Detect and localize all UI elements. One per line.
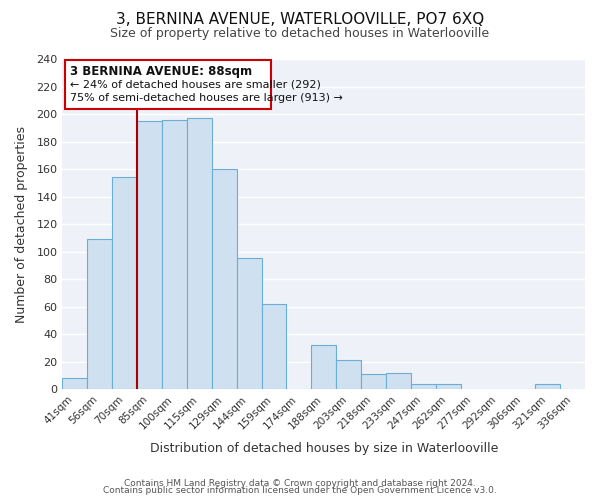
Bar [262,304,286,389]
Bar [162,120,187,389]
Text: 3 BERNINA AVENUE: 88sqm: 3 BERNINA AVENUE: 88sqm [70,64,252,78]
Bar [137,121,162,389]
Bar [411,384,436,389]
Bar [212,169,236,389]
Text: Contains public sector information licensed under the Open Government Licence v3: Contains public sector information licen… [103,486,497,495]
X-axis label: Distribution of detached houses by size in Waterlooville: Distribution of detached houses by size … [149,442,498,455]
Bar [386,372,411,389]
Bar [336,360,361,389]
Bar [436,384,461,389]
Y-axis label: Number of detached properties: Number of detached properties [15,126,28,322]
Bar [88,239,112,389]
Text: ← 24% of detached houses are smaller (292): ← 24% of detached houses are smaller (29… [70,80,321,90]
Bar [112,178,137,389]
Bar [361,374,386,389]
FancyBboxPatch shape [65,60,271,108]
Text: Size of property relative to detached houses in Waterlooville: Size of property relative to detached ho… [110,28,490,40]
Text: Contains HM Land Registry data © Crown copyright and database right 2024.: Contains HM Land Registry data © Crown c… [124,478,476,488]
Text: 75% of semi-detached houses are larger (913) →: 75% of semi-detached houses are larger (… [70,94,343,104]
Bar [311,345,336,389]
Bar [187,118,212,389]
Text: 3, BERNINA AVENUE, WATERLOOVILLE, PO7 6XQ: 3, BERNINA AVENUE, WATERLOOVILLE, PO7 6X… [116,12,484,28]
Bar [62,378,88,389]
Bar [236,258,262,389]
Bar [535,384,560,389]
